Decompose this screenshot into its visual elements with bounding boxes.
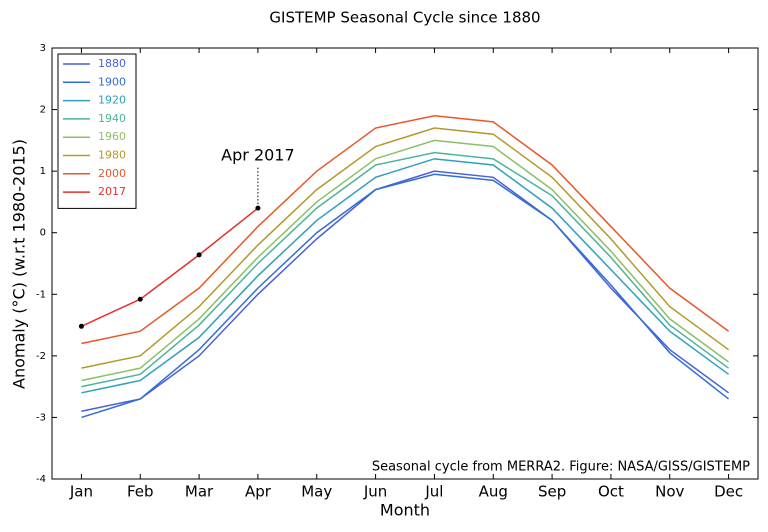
x-tick-label: Mar [185,483,214,501]
y-axis-label: Anomaly (°C) (w.r.t 1980-2015) [10,139,29,389]
x-tick-label: Nov [655,483,684,501]
legend-label: 1920 [98,94,126,107]
legend: 1880 1900 1920 1940 1960 1980 2000 2017 [57,53,137,209]
y-tick-label: 0 [40,228,46,239]
legend-frame [57,53,137,209]
legend-label: 1960 [98,130,126,143]
x-tick-label: Jul [424,483,443,501]
x-tick-label: May [301,483,332,501]
point [137,296,143,302]
x-tick-label: Feb [127,483,154,501]
point [78,323,84,329]
footnote: Seasonal cycle from MERRA2. Figure: NASA… [372,460,750,475]
series-line [81,207,259,327]
series-line [81,151,730,388]
legend-label: 1880 [98,57,126,70]
x-tick-label: Dec [714,483,743,501]
y-tick-label: -4 [36,474,46,485]
series-line [81,173,730,419]
point [196,252,202,258]
y-tick-label: -2 [36,351,46,362]
series-line [81,139,730,382]
x-tick-label: Sep [538,483,566,501]
x-tick-label: Jan [69,483,93,501]
x-tick-label: Apr [245,483,272,501]
plot-frame [51,47,759,480]
x-tick-label: Oct [598,483,624,501]
series-line [81,127,730,369]
series-line [81,170,730,413]
legend-label: 1900 [98,75,126,88]
y-tick-label: -1 [36,289,46,300]
legend-label: 1980 [98,149,126,162]
legend-label: 2000 [98,167,126,180]
x-tick-label: Jun [363,483,387,501]
y-tick-label: -3 [36,412,46,423]
annotation: Apr 2017 [221,146,294,165]
x-axis-label: Month [380,501,430,520]
legend-label: 2017 [98,185,126,198]
series-line [81,158,730,394]
series-line [81,114,730,345]
chart-title: GISTEMP Seasonal Cycle since 1880 [269,9,540,27]
x-tick-label: Aug [479,483,508,501]
y-tick-label: 3 [40,43,46,54]
legend-label: 1940 [98,112,126,125]
y-tick-label: 2 [40,105,46,116]
point [255,205,261,211]
y-tick-label: 1 [40,166,46,177]
